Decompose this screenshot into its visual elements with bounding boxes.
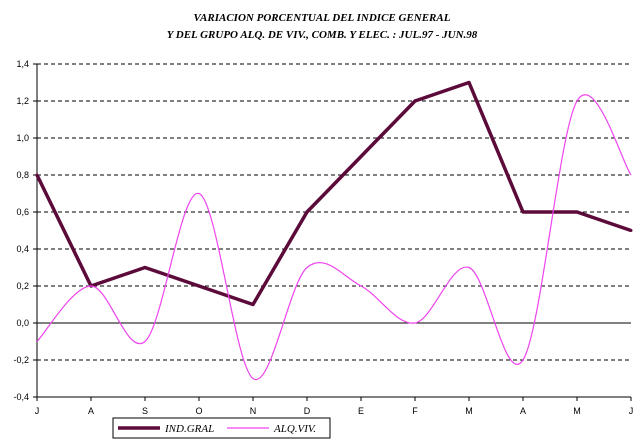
- data-point: [413, 99, 417, 103]
- legend-label: ALQ.VIV.: [273, 423, 316, 435]
- data-point: [36, 340, 39, 343]
- data-point: [143, 266, 147, 269]
- data-point: [306, 266, 309, 269]
- data-point: [467, 81, 471, 84]
- x-tick-label: A: [88, 406, 94, 416]
- data-point: [576, 100, 579, 103]
- y-tick-label: 0,0: [16, 318, 29, 328]
- data-point: [360, 285, 363, 288]
- y-tick-label: 1,4: [16, 59, 29, 69]
- y-tick-label: -0,4: [13, 392, 29, 402]
- x-tick-label: A: [520, 406, 526, 416]
- data-point: [305, 210, 309, 214]
- y-tick-label: -0,2: [13, 355, 29, 365]
- series-line-ind-gral: [35, 80, 632, 307]
- data-point: [252, 377, 255, 380]
- plot-area: -0,4 -0,2 0,0 0,2 0,4 0,6 0,8 1,0 1,2 1,4 J A S O N D E F…: [13, 59, 633, 416]
- data-point: [414, 322, 417, 325]
- y-tick-label: 0,8: [16, 170, 29, 180]
- y-tick-label: 0,4: [16, 244, 29, 254]
- y-tick-label: 1,2: [16, 96, 29, 106]
- x-tick-label: O: [195, 406, 202, 416]
- chart-title-line-1: VARIACION PORCENTUAL DEL INDICE GENERAL: [194, 12, 451, 24]
- data-point: [629, 229, 633, 232]
- chart-title-line-2: Y DEL GRUPO ALQ. DE VIV., COMB. Y ELEC. …: [167, 29, 478, 41]
- data-point: [521, 210, 525, 214]
- x-tick-label: M: [573, 406, 581, 416]
- y-tick-label: 0,2: [16, 281, 29, 291]
- data-point: [575, 210, 579, 214]
- x-tick-label: D: [304, 406, 311, 416]
- legend-label: IND.GRAL: [164, 423, 214, 435]
- y-tick-label: 1,0: [16, 133, 29, 143]
- x-tick-label: J: [35, 406, 40, 416]
- x-tick-label: S: [142, 406, 148, 416]
- legend-box: [112, 417, 331, 439]
- y-tick-label: 0,6: [16, 207, 29, 217]
- data-point: [468, 266, 471, 269]
- data-point: [359, 155, 363, 158]
- x-tick-label: F: [412, 406, 418, 416]
- legend: IND.GRAL ALQ.VIV.: [112, 417, 331, 439]
- data-point: [522, 359, 525, 362]
- data-point: [198, 192, 201, 195]
- series-line-alq-viv: [36, 94, 632, 380]
- data-point: [90, 285, 93, 288]
- x-tick-label: J: [629, 406, 634, 416]
- data-point: [630, 174, 633, 177]
- x-tick-label: M: [465, 406, 473, 416]
- x-tick-label: E: [358, 406, 364, 416]
- data-point: [251, 303, 255, 306]
- data-point: [144, 340, 147, 343]
- data-point: [197, 284, 201, 288]
- x-tick-label: N: [250, 406, 257, 416]
- data-point: [35, 173, 39, 177]
